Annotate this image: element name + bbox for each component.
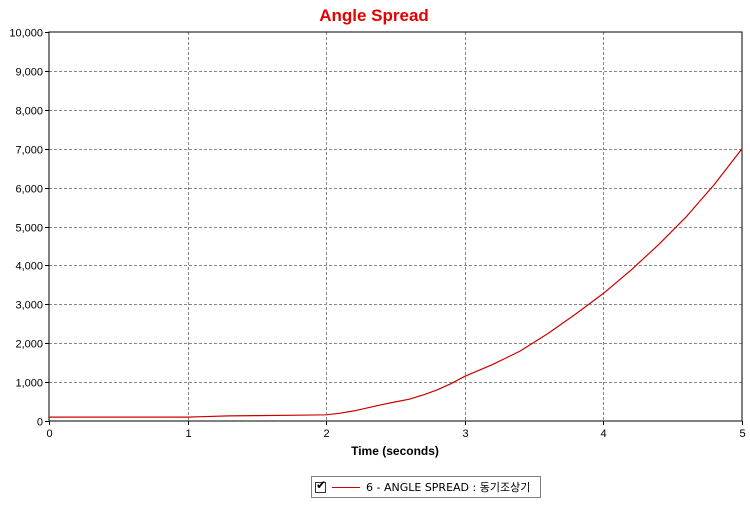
y-tick-label: 3,000 <box>15 300 43 312</box>
y-tick-label: 9,000 <box>15 67 43 79</box>
y-tick-label: 7,000 <box>15 145 43 157</box>
plot-frame <box>48 31 743 422</box>
y-tick-label: 8,000 <box>15 106 43 118</box>
y-tick-label: 2,000 <box>15 339 43 351</box>
legend: ✔ 6 - ANGLE SPREAD : 동기조상기 <box>311 476 541 498</box>
x-axis-label: Time (seconds) <box>351 444 439 458</box>
x-tick-label: 2 <box>323 428 329 440</box>
legend-line-swatch <box>332 486 360 488</box>
x-tick-label: 3 <box>462 428 468 440</box>
grid <box>49 32 742 421</box>
checkmark-icon: ✔ <box>316 477 327 492</box>
x-tick-label: 4 <box>600 428 606 440</box>
y-tick-label: 6,000 <box>15 184 43 196</box>
y-axis-ticks: 0 1,000 2,000 3,000 4,000 5,000 6,000 7,000 8,00… <box>9 28 49 429</box>
x-tick-label: 1 <box>185 428 191 440</box>
y-tick-label: 0 <box>37 417 43 429</box>
chart-title: Angle Spread <box>319 6 429 25</box>
legend-checkbox[interactable]: ✔ <box>315 477 327 493</box>
y-tick-label: 10,000 <box>9 28 43 40</box>
y-tick-label: 1,000 <box>15 378 43 390</box>
legend-label: 6 - ANGLE SPREAD : 동기조상기 <box>366 481 531 494</box>
x-axis-ticks: 0 1 2 3 4 5 <box>46 421 746 440</box>
series-layer <box>49 148 743 418</box>
x-tick-label: 5 <box>739 428 745 440</box>
x-tick-label: 0 <box>46 428 52 440</box>
series-line <box>49 148 743 418</box>
y-tick-label: 4,000 <box>15 261 43 273</box>
y-tick-label: 5,000 <box>15 223 43 235</box>
